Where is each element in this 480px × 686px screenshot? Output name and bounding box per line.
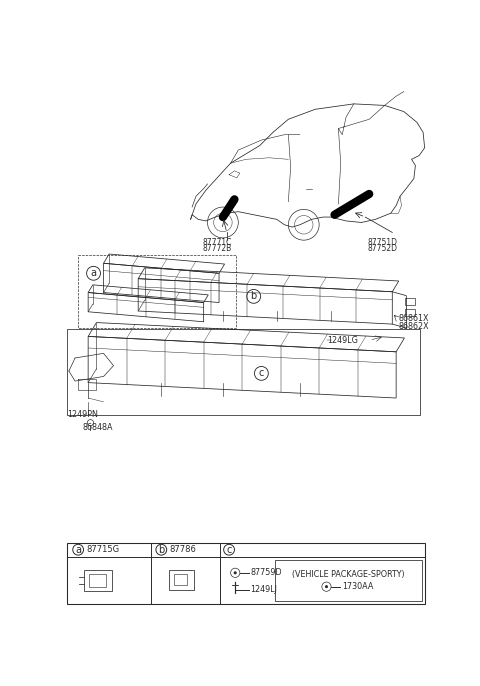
Circle shape: [234, 571, 237, 574]
Text: 86861X: 86861X: [398, 314, 429, 323]
Bar: [169, 570, 193, 590]
Bar: [78, 255, 236, 328]
Bar: [67, 543, 425, 604]
Text: 1249PN: 1249PN: [67, 410, 98, 419]
Text: 1249LG: 1249LG: [327, 335, 358, 345]
Text: b: b: [251, 292, 257, 301]
Text: 87715G: 87715G: [86, 545, 120, 554]
Text: 1730AA: 1730AA: [342, 582, 373, 591]
Text: 1249LJ: 1249LJ: [251, 585, 277, 594]
Text: a: a: [91, 268, 96, 279]
Text: (VEHICLE PACKAGE-SPORTY): (VEHICLE PACKAGE-SPORTY): [292, 570, 405, 579]
Text: 87752D: 87752D: [368, 244, 397, 253]
Text: 87759D: 87759D: [251, 568, 282, 578]
Bar: [67, 329, 420, 415]
Bar: [89, 574, 106, 587]
Text: 87771C: 87771C: [202, 238, 231, 247]
Bar: [84, 570, 112, 591]
Text: 86862X: 86862X: [398, 322, 429, 331]
Text: 87786: 87786: [170, 545, 197, 554]
Bar: [405, 309, 415, 316]
Text: 87751D: 87751D: [368, 238, 397, 247]
Bar: [275, 560, 421, 602]
Text: 87772B: 87772B: [202, 244, 231, 253]
Text: b: b: [158, 545, 165, 555]
Text: a: a: [75, 545, 81, 555]
Text: c: c: [259, 368, 264, 379]
Circle shape: [325, 585, 328, 588]
Bar: [174, 574, 188, 585]
Bar: [405, 298, 415, 305]
Text: 86848A: 86848A: [83, 423, 113, 431]
Text: c: c: [227, 545, 232, 555]
